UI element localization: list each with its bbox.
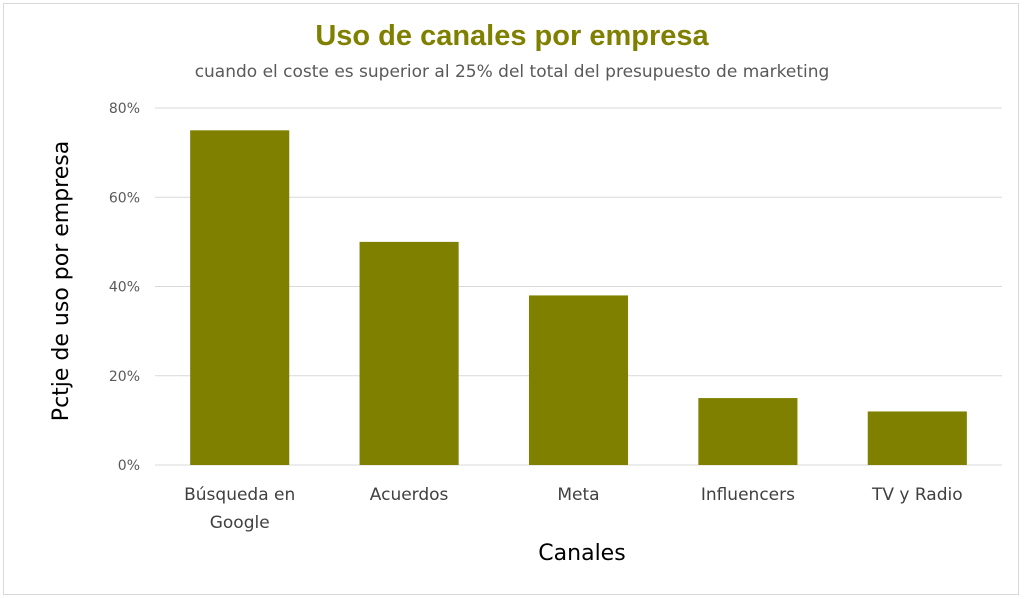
x-axis-categories: Búsqueda en Google Acuerdos Meta Influencers…: [184, 485, 963, 533]
x-category-label: TV y Radio: [871, 485, 963, 505]
x-category-label: Búsqueda en Google: [184, 485, 295, 533]
x-category-label-line: Google: [210, 513, 270, 533]
x-category-label-line: Influencers: [701, 485, 795, 505]
chart-frame: [3, 3, 1019, 595]
x-category-label-line: TV y Radio: [871, 485, 963, 505]
bar: [528, 295, 629, 465]
y-tick-label: 0%: [118, 458, 140, 474]
x-category-label: Meta: [557, 485, 599, 505]
bar: [359, 241, 459, 465]
y-tick-label: 80%: [109, 101, 140, 117]
y-tick-label: 60%: [109, 190, 140, 206]
bar: [698, 398, 798, 465]
chart-subtitle: cuando el coste es superior al 25% del t…: [195, 62, 830, 82]
x-axis-title: Canales: [538, 541, 625, 566]
bar: [867, 411, 967, 465]
chart-title: Uso de canales por empresa: [315, 20, 709, 52]
y-axis-ticks: 0% 20% 40% 60% 80%: [109, 101, 140, 474]
bars: [190, 130, 967, 465]
y-axis-title: Pctje de uso por empresa: [49, 141, 74, 421]
x-category-label: Acuerdos: [370, 485, 449, 505]
x-category-label-line: Acuerdos: [370, 485, 449, 505]
y-tick-label: 40%: [109, 280, 140, 296]
y-tick-label: 20%: [109, 369, 140, 385]
x-category-label-line: Búsqueda en: [184, 485, 295, 505]
x-category-label-line: Meta: [557, 485, 599, 505]
bar: [190, 130, 290, 465]
x-category-label: Influencers: [701, 485, 795, 505]
